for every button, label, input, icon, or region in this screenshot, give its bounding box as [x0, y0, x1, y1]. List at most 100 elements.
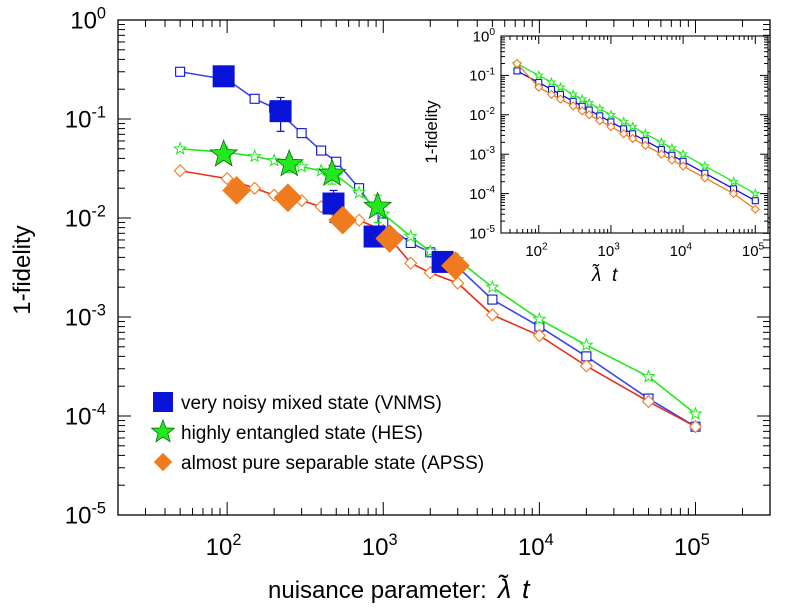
main-data-point: [403, 229, 418, 243]
main-data-point: [451, 276, 465, 290]
main-y-tick-label: 10-2: [65, 202, 106, 232]
legend-marker: [150, 418, 176, 443]
inset-data-point: [666, 142, 678, 153]
main-data-point: [322, 192, 345, 215]
main-data-point: [247, 181, 262, 195]
main-x-tick-label: 103: [362, 531, 398, 561]
main-series-3: [212, 65, 454, 273]
inset-data-point: [640, 140, 651, 151]
main-data-point: [273, 183, 303, 213]
inset-data-point: [568, 101, 578, 111]
main-data-point: [688, 406, 703, 420]
inset-data-point: [656, 136, 667, 147]
main-data-point: [485, 279, 500, 294]
main-data-point: [375, 224, 405, 253]
inset-data-point: [555, 81, 566, 92]
main-y-tick-label: 10-1: [65, 103, 106, 133]
main-y-tick-label: 10-4: [65, 400, 106, 430]
main-data-point: [222, 176, 251, 205]
main-data-point: [175, 66, 186, 77]
main-data-point: [172, 141, 188, 155]
main-x-tick-label: 104: [518, 531, 554, 561]
main-data-point: [579, 359, 594, 373]
inset-data-point: [667, 155, 677, 165]
inset-x-tick-label: 102: [525, 242, 548, 260]
main-data-point: [328, 205, 358, 235]
main-data-point: [579, 337, 594, 352]
inset-y-tick-label: 10-1: [469, 66, 495, 84]
inset-data-point: [700, 173, 710, 183]
inset-data-point: [699, 160, 711, 171]
inset-data-point: [678, 161, 688, 171]
inset-y-tick-label: 10-4: [469, 185, 495, 203]
main-data-point: [267, 188, 281, 202]
inset-data-point: [513, 67, 521, 75]
main-data-point: [247, 148, 262, 163]
inset-data-point: [584, 110, 594, 120]
inset-series-1: [511, 58, 761, 199]
main-data-point: [296, 128, 307, 139]
inset-panel: 102 103 104 105 100 10-1 10-2 10-3 10-4 10-5: [469, 27, 769, 260]
inset-data-point: [750, 188, 761, 199]
inset-data-point: [751, 197, 759, 205]
legend-label: almost pure separable state (APSS): [181, 453, 484, 474]
main-data-point: [269, 100, 292, 123]
main-data-point: [532, 311, 547, 326]
legend: very noisy mixed state (VNMS) highly enta…: [150, 392, 484, 474]
inset-data-point: [533, 69, 544, 80]
inset-data-point: [750, 204, 760, 214]
main-data-point: [404, 256, 418, 270]
inset-y-tick-label: 10-3: [469, 145, 495, 163]
main-x-tick-label: 105: [674, 531, 710, 561]
inset-data-point: [618, 116, 629, 127]
main-data-point: [688, 420, 703, 434]
inset-data-point: [627, 121, 638, 132]
legend-marker: [153, 452, 173, 472]
inset-series-0: [513, 67, 759, 205]
inset-data-point: [618, 129, 629, 139]
inset-data-point: [583, 97, 595, 108]
main-data-point: [249, 93, 260, 104]
main-y-tick-label: 100: [70, 4, 106, 34]
main-data-point: [532, 328, 547, 343]
main-data-point: [317, 158, 347, 187]
main-data-point: [423, 243, 438, 258]
inset-data-point: [728, 188, 739, 199]
main-series-4: [209, 138, 393, 224]
main-data-point: [220, 171, 234, 186]
legend-label: very noisy mixed state (VNMS): [181, 393, 442, 414]
main-data-point: [316, 145, 327, 156]
legend-label: highly entangled state (HES): [181, 423, 423, 444]
inset-x-tick-label: 104: [670, 242, 693, 260]
inset-data-point: [555, 94, 566, 104]
main-y-tick-label: 10-3: [65, 301, 106, 331]
inset-data-point: [595, 115, 605, 126]
inset-data-point: [594, 103, 605, 114]
inset-x-axis-symbol: λ̃: [591, 264, 601, 286]
inset-data-point: [546, 89, 557, 100]
main-data-point: [363, 191, 393, 220]
main-data-point: [641, 394, 656, 409]
x-axis-label: nuisance parameter:: [268, 577, 487, 604]
inset-data-point: [606, 121, 616, 132]
inset-data-point: [577, 106, 587, 116]
main-data-point: [487, 294, 498, 305]
inset-data-point: [728, 176, 739, 187]
main-data-point: [266, 153, 282, 167]
inset-data-point: [567, 88, 579, 99]
main-series-0: [175, 66, 701, 432]
inset-data-point: [576, 93, 588, 104]
x-axis-symbol: λ̃: [496, 573, 511, 604]
main-data-point: [351, 185, 367, 199]
inset-data-point: [512, 58, 522, 69]
inset-data-point: [534, 82, 544, 92]
main-data-point: [274, 148, 304, 177]
inset-x-tick-label: 105: [742, 242, 765, 260]
inset-series-2: [512, 58, 760, 214]
main-x-tick-label: 102: [206, 531, 242, 561]
inset-y-tick-label: 100: [473, 27, 496, 45]
inset-data-point: [605, 109, 617, 120]
legend-marker: [153, 392, 173, 412]
inset-x-tick-label: 103: [597, 242, 620, 260]
